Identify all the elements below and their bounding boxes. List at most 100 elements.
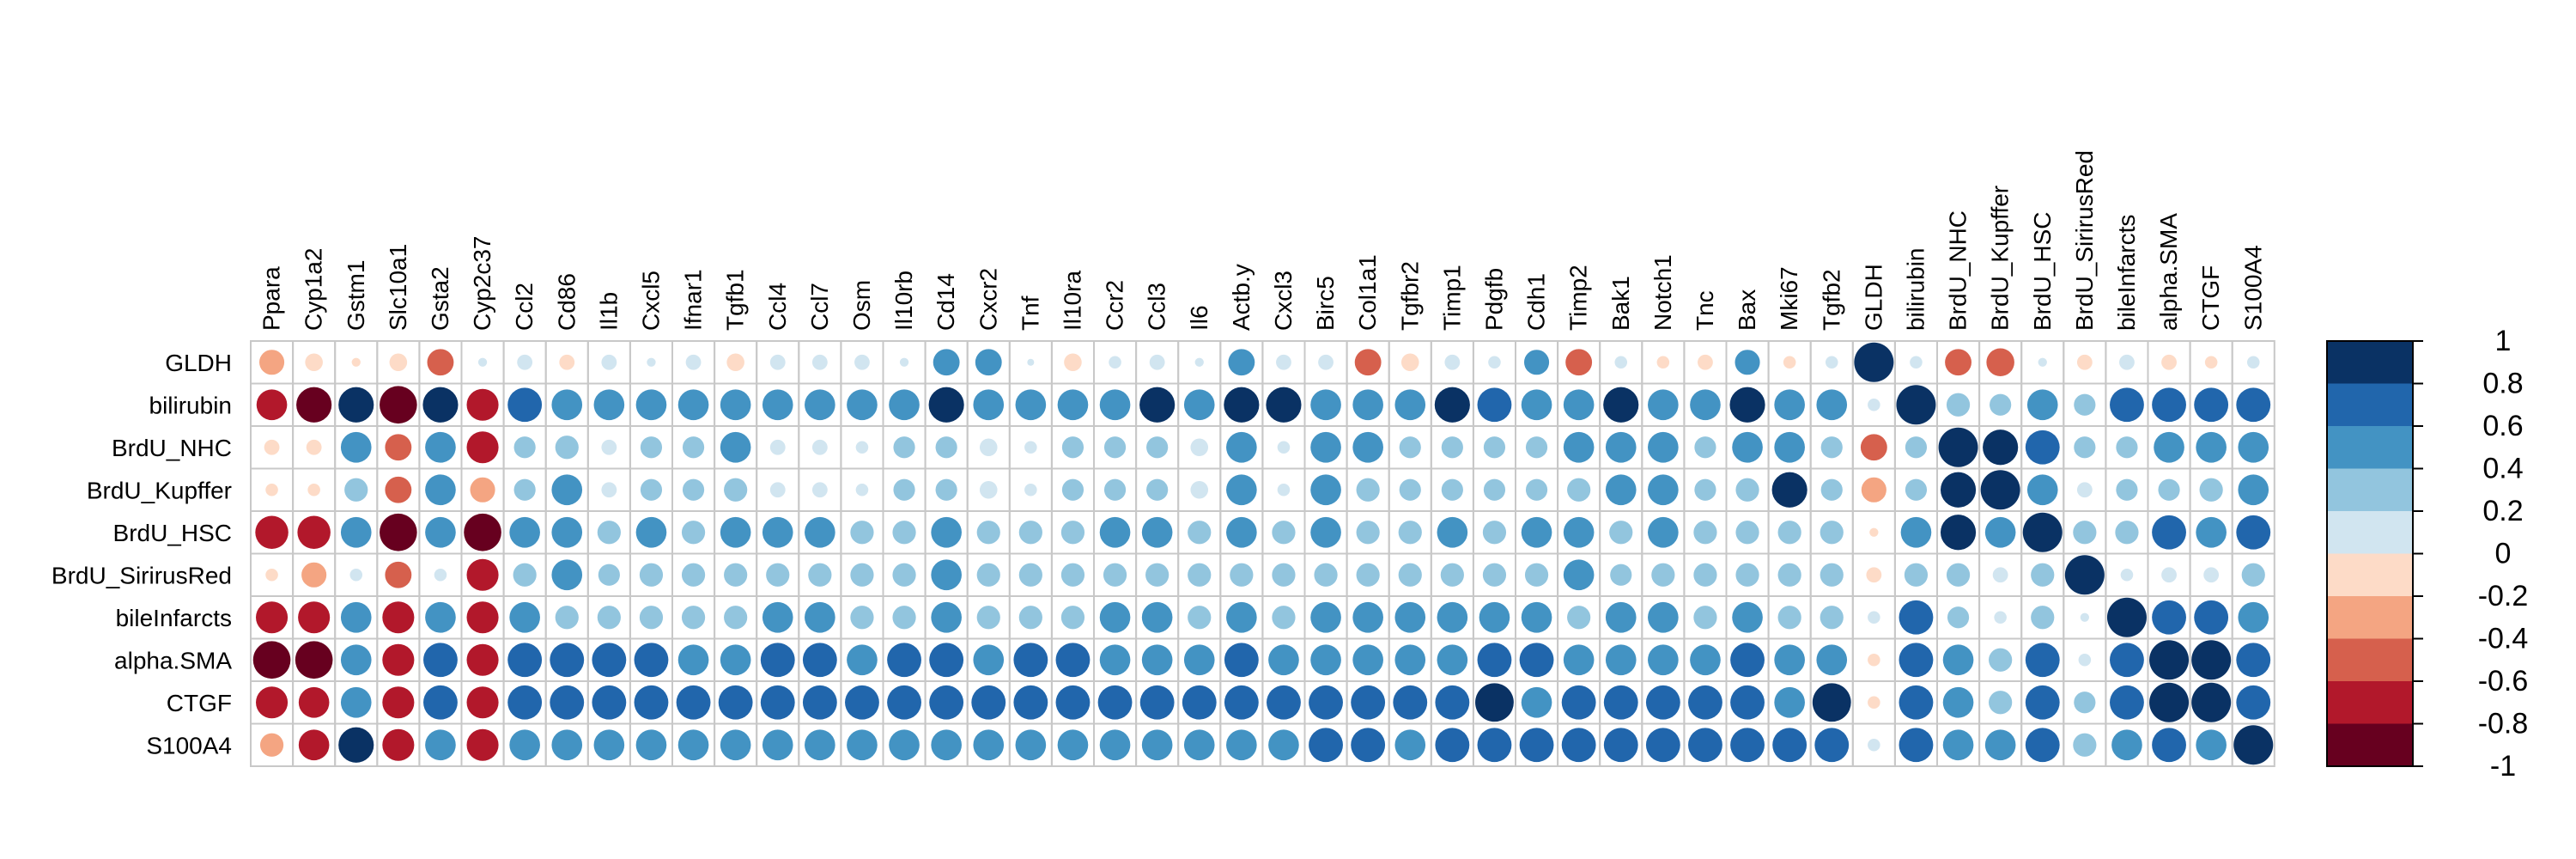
corr-circle-CTGF-Slc10a1: [382, 686, 415, 719]
corr-circle-CTGF-Tnf: [1013, 685, 1048, 720]
corr-circle-bileInfarcts-Bak1: [1605, 601, 1637, 633]
corr-circle-BrdU_Kupffer-Il10rb: [893, 478, 915, 501]
corr-circle-bilirubin-Cyp1a2: [296, 387, 332, 423]
corr-circle-alpha.SMA-Tgfb1: [720, 644, 751, 676]
corr-circle-alpha.SMA-Cyp2c37: [466, 643, 499, 676]
corr-circle-BrdU_HSC-Il1b: [597, 521, 621, 545]
corr-circle-alpha.SMA-Cxcl5: [634, 643, 669, 678]
corr-circle-alpha.SMA-Timp2: [1563, 644, 1595, 676]
corr-circle-bilirubin-Osm: [847, 389, 878, 421]
corr-circle-S100A4-alpha.SMA: [2152, 728, 2186, 763]
corr-circle-BrdU_NHC-Pdgfb: [1483, 436, 1506, 459]
corr-circle-BrdU_NHC-Osm: [855, 441, 869, 454]
corr-circle-bilirubin-Ppara: [256, 389, 288, 421]
column-labels: Ppara Cyp1a2 Gstm1 Slc10a1 Gsta2 Cyp2c37 Ccl2 C…: [258, 150, 2267, 331]
corr-circle-BrdU_SirirusRed-Gsta2: [434, 568, 447, 582]
corr-circle-CTGF-BrdU_Kupffer: [1989, 691, 2013, 715]
corr-circle-alpha.SMA-Il10ra: [1055, 643, 1091, 678]
corr-circle-BrdU_Kupffer-S100A4: [2238, 474, 2269, 506]
corr-circle-CTGF-BrdU_SirirusRed: [2074, 691, 2096, 714]
corr-circle-bileInfarcts-Col1a1: [1352, 601, 1383, 633]
corr-circle-BrdU_NHC-bileInfarcts: [2116, 436, 2138, 459]
corr-circle-GLDH-Mki67: [1783, 356, 1796, 369]
corr-circle-CTGF-BrdU_HSC: [2025, 685, 2060, 720]
corr-circle-S100A4-Cxcr2: [973, 729, 1005, 761]
corr-circle-CTGF-Ccl2: [507, 685, 543, 720]
corr-circle-alpha.SMA-Cd86: [550, 643, 585, 678]
corr-circle-bilirubin-Cxcl3: [1266, 387, 1302, 423]
corr-circle-BrdU_SirirusRed-BrdU_SirirusRed: [2064, 555, 2105, 595]
corr-circle-BrdU_NHC-Slc10a1: [385, 434, 412, 461]
column-label: Cyp2c37: [469, 235, 495, 331]
corr-circle-alpha.SMA-Il1b: [592, 643, 627, 678]
corr-circle-GLDH-Cxcl3: [1276, 354, 1291, 370]
corr-circle-BrdU_HSC-Actb.y: [1226, 516, 1257, 548]
corr-circle-BrdU_Kupffer-Tgfbr2: [1399, 478, 1421, 501]
corr-circle-alpha.SMA-Cd14: [929, 643, 964, 678]
corr-circle-alpha.SMA-bileInfarcts: [2110, 643, 2144, 678]
corr-circle-BrdU_SirirusRed-Timp1: [1440, 563, 1464, 587]
corr-circle-bileInfarcts-Il1b: [597, 606, 621, 630]
corr-circle-CTGF-BrdU_NHC: [1942, 686, 1974, 718]
corr-circle-BrdU_NHC-Tgfb2: [1820, 436, 1843, 459]
corr-circle-bilirubin-Tgfb1: [720, 389, 751, 421]
corr-circle-alpha.SMA-Ccl7: [802, 643, 837, 678]
row-label: S100A4: [146, 732, 232, 758]
corr-circle-CTGF-Tnc: [1688, 685, 1722, 720]
corr-circle-bilirubin-Cd14: [928, 387, 964, 423]
column-label: Ccl3: [1144, 283, 1170, 331]
corr-circle-BrdU_Kupffer-Ccl3: [1146, 478, 1169, 501]
corr-circle-S100A4-Tnc: [1688, 728, 1722, 763]
corr-circle-BrdU_NHC-Ccl7: [811, 439, 828, 455]
corr-circle-GLDH-S100A4: [2246, 356, 2260, 369]
corr-circle-CTGF-Timp2: [1561, 685, 1596, 720]
corr-circle-BrdU_SirirusRed-Mki67: [1777, 563, 1801, 587]
corr-circle-S100A4-Ccl2: [509, 729, 540, 761]
corr-circle-alpha.SMA-CTGF: [2191, 640, 2232, 680]
corr-circle-alpha.SMA-Tgfb2: [1816, 644, 1848, 676]
corr-circle-GLDH-Bak1: [1614, 356, 1628, 369]
corr-circle-BrdU_SirirusRed-Cd14: [931, 559, 962, 591]
corr-circle-bileInfarcts-Tgfb1: [724, 606, 748, 630]
corr-circle-CTGF-Osm: [845, 685, 879, 720]
corr-circle-BrdU_NHC-Tgfb1: [720, 431, 751, 463]
corr-circle-BrdU_SirirusRed-Cyp2c37: [466, 558, 499, 591]
corr-circle-alpha.SMA-Ccl2: [507, 643, 543, 678]
corr-circle-bilirubin-Il6: [1183, 389, 1215, 421]
corr-circle-bilirubin-Notch1: [1648, 389, 1679, 421]
corr-circle-bileInfarcts-alpha.SMA: [2152, 600, 2186, 635]
corr-circle-BrdU_Kupffer-Tnc: [1694, 478, 1716, 501]
corr-circle-BrdU_NHC-Il6: [1190, 438, 1209, 457]
corr-circle-bileInfarcts-BrdU_NHC: [1947, 606, 1970, 629]
corr-circle-S100A4-GLDH: [1868, 738, 1880, 752]
corr-circle-bileInfarcts-Cd86: [555, 606, 579, 630]
corr-circle-CTGF-Col1a1: [1351, 685, 1386, 720]
corr-circle-bilirubin-Gsta2: [422, 387, 459, 423]
corr-circle-S100A4-Tnf: [1015, 729, 1047, 761]
corr-circle-alpha.SMA-alpha.SMA: [2149, 640, 2190, 680]
corr-circle-BrdU_Kupffer-alpha.SMA: [2158, 478, 2180, 501]
corr-circle-CTGF-alpha.SMA: [2149, 682, 2190, 722]
corr-circle-bilirubin-Mki67: [1774, 389, 1805, 421]
colorbar-tick-label: -1: [2490, 750, 2516, 783]
corr-circle-GLDH-Cd86: [559, 354, 575, 370]
corr-circle-BrdU_SirirusRed-Tgfb1: [724, 563, 748, 587]
column-label: Tnc: [1692, 290, 1718, 331]
corr-circle-bilirubin-Tnf: [1015, 389, 1047, 421]
corr-circle-bilirubin-Pdgfb: [1477, 387, 1512, 423]
column-label: Col1a1: [1354, 254, 1381, 331]
corr-circle-alpha.SMA-Col1a1: [1352, 644, 1383, 676]
corr-circle-S100A4-Ccr2: [1099, 729, 1131, 761]
corr-circle-BrdU_SirirusRed-Il1b: [598, 564, 620, 586]
corr-circle-CTGF-Cxcl5: [634, 685, 669, 720]
corr-circle-bileInfarcts-Cyp1a2: [298, 601, 331, 634]
corr-circle-BrdU_Kupffer-Il1b: [601, 482, 617, 498]
column-label: Cdh1: [1523, 273, 1550, 331]
corr-circle-BrdU_Kupffer-Il6: [1190, 480, 1209, 499]
corr-circle-BrdU_NHC-Birc5: [1310, 431, 1341, 463]
corr-circle-BrdU_NHC-Bak1: [1605, 431, 1637, 463]
corr-circle-S100A4-Cxcl3: [1268, 729, 1299, 761]
corr-circle-S100A4-Tgfbr2: [1394, 729, 1426, 761]
corr-circle-BrdU_Kupffer-bileInfarcts: [2116, 478, 2138, 501]
